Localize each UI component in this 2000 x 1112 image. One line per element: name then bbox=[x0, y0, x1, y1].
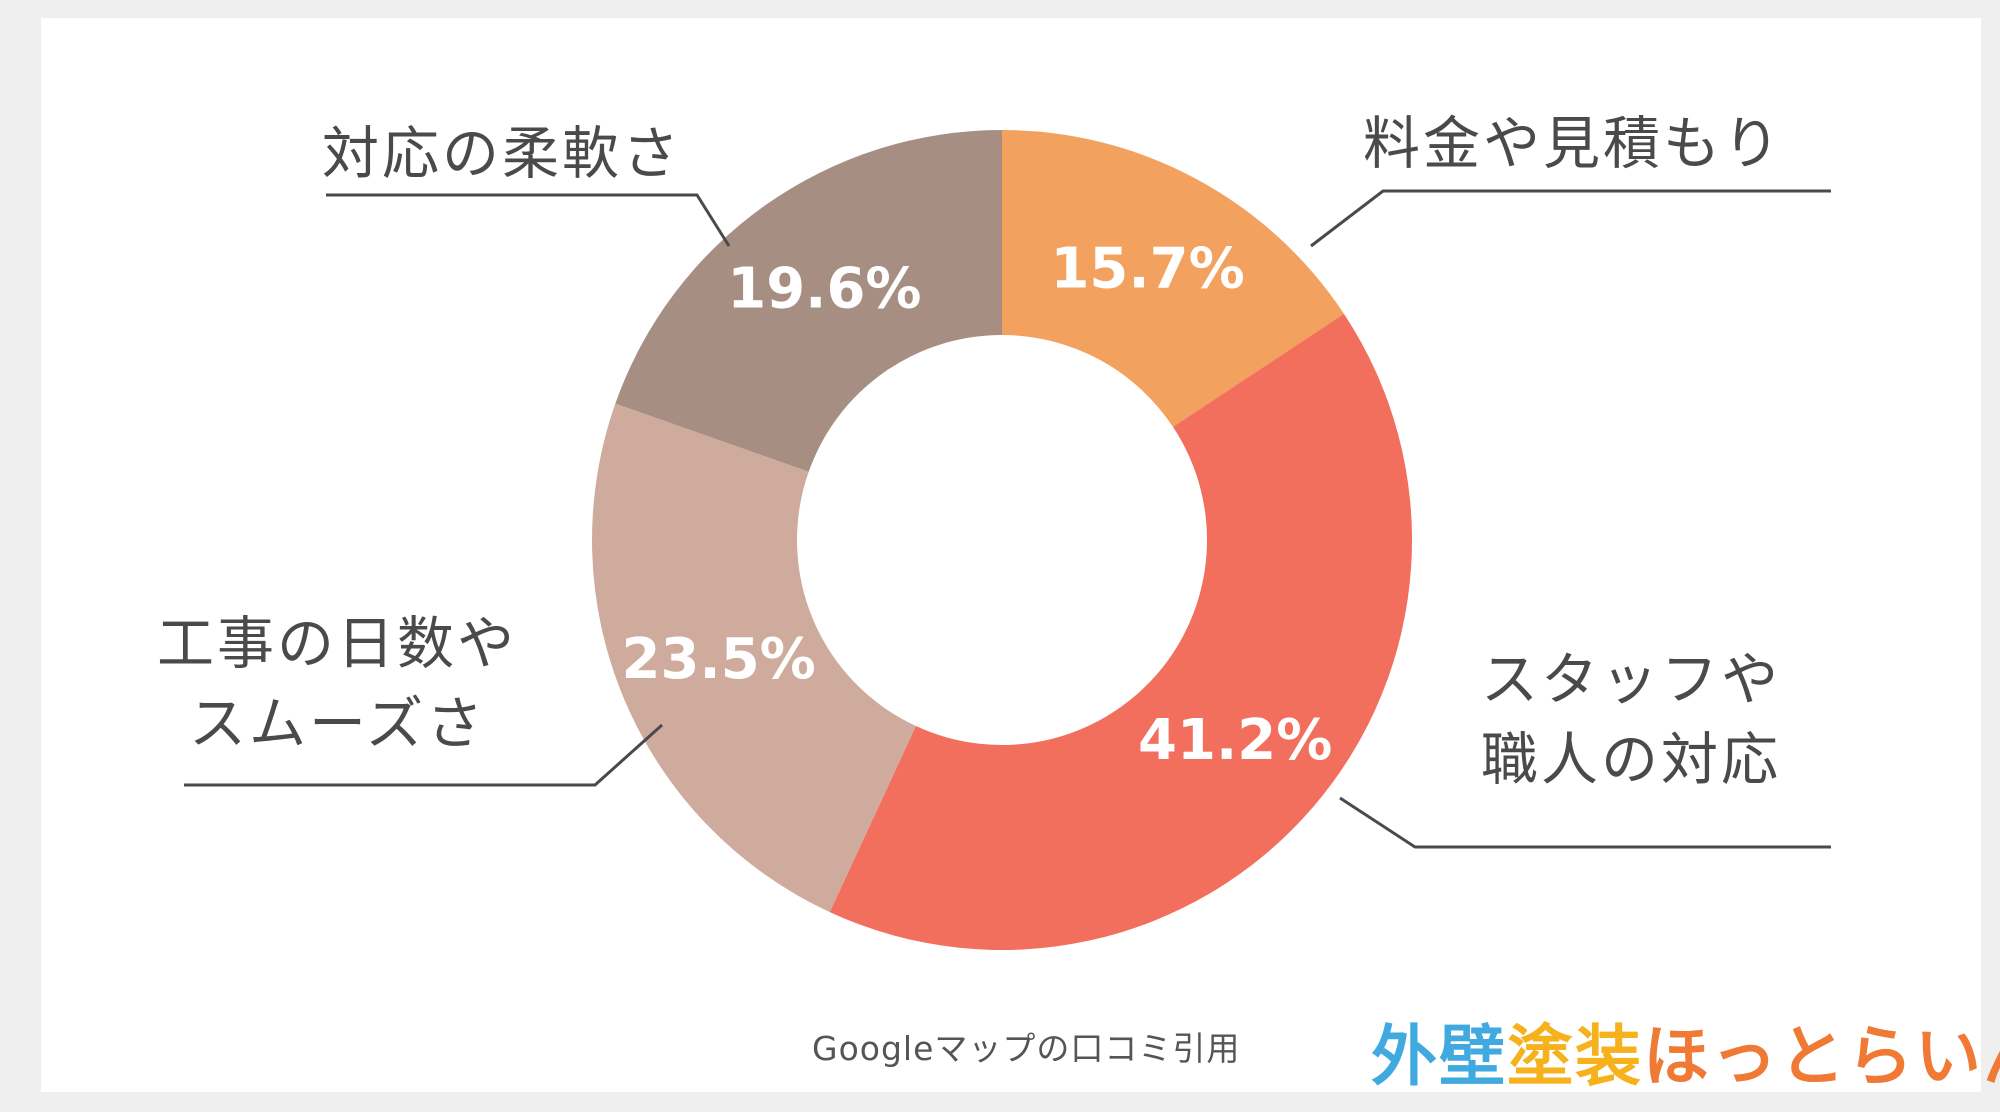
donut-chart: 15.7% 41.2% 23.5% 19.6% bbox=[184, 130, 1831, 951]
category-label-fees: 料金や見積もり bbox=[1363, 104, 1783, 184]
logo-part: 塗装 bbox=[1507, 1018, 1643, 1095]
category-label-line: 対応の柔軟さ bbox=[322, 121, 682, 187]
category-label-staff: スタッフや 職人の対応 bbox=[1481, 640, 1781, 800]
leader-line-fees bbox=[1310, 189, 1831, 248]
leader-lines bbox=[184, 189, 1831, 849]
category-label-line: 料金や見積もり bbox=[1363, 111, 1783, 177]
category-label-flex: 対応の柔軟さ bbox=[322, 114, 682, 194]
category-label-line: 職人の対応 bbox=[1481, 727, 1781, 793]
leader-line-days bbox=[184, 723, 664, 787]
category-label-line: スタッフや bbox=[1481, 647, 1781, 713]
donut-slices bbox=[592, 130, 1412, 951]
logo-part: 外壁 bbox=[1371, 1018, 1507, 1095]
value-label-fees: 15.7% bbox=[1050, 237, 1244, 302]
value-label-days: 23.5% bbox=[622, 627, 816, 692]
source-note: Googleマップの口コミ引用 bbox=[812, 1029, 1241, 1068]
value-label-flex: 19.6% bbox=[727, 256, 921, 321]
donut-slice-staff bbox=[829, 313, 1412, 951]
value-label-staff: 41.2% bbox=[1138, 708, 1332, 773]
donut-slice-days bbox=[592, 403, 916, 913]
slice-value-labels: 15.7% 41.2% 23.5% 19.6% bbox=[622, 237, 1333, 773]
chart-card: 15.7% 41.2% 23.5% 19.6% 料金や見積もり スタッフや 職人の対応… bbox=[41, 18, 2000, 1095]
leader-line-staff bbox=[1339, 796, 1831, 849]
donut-slice-flex bbox=[615, 130, 1002, 472]
category-label-days: 工事の日数や スムーズさ bbox=[157, 604, 517, 764]
brand-logo: 外壁塗装ほっとらいん bbox=[1371, 1003, 2000, 1099]
donut-slice-fees bbox=[1002, 130, 1344, 427]
category-label-line: スムーズさ bbox=[189, 691, 487, 757]
category-label-line: 工事の日数や bbox=[157, 611, 517, 677]
logo-part: ほっとらいん bbox=[1643, 1018, 2000, 1095]
leader-line-flex bbox=[326, 193, 731, 247]
